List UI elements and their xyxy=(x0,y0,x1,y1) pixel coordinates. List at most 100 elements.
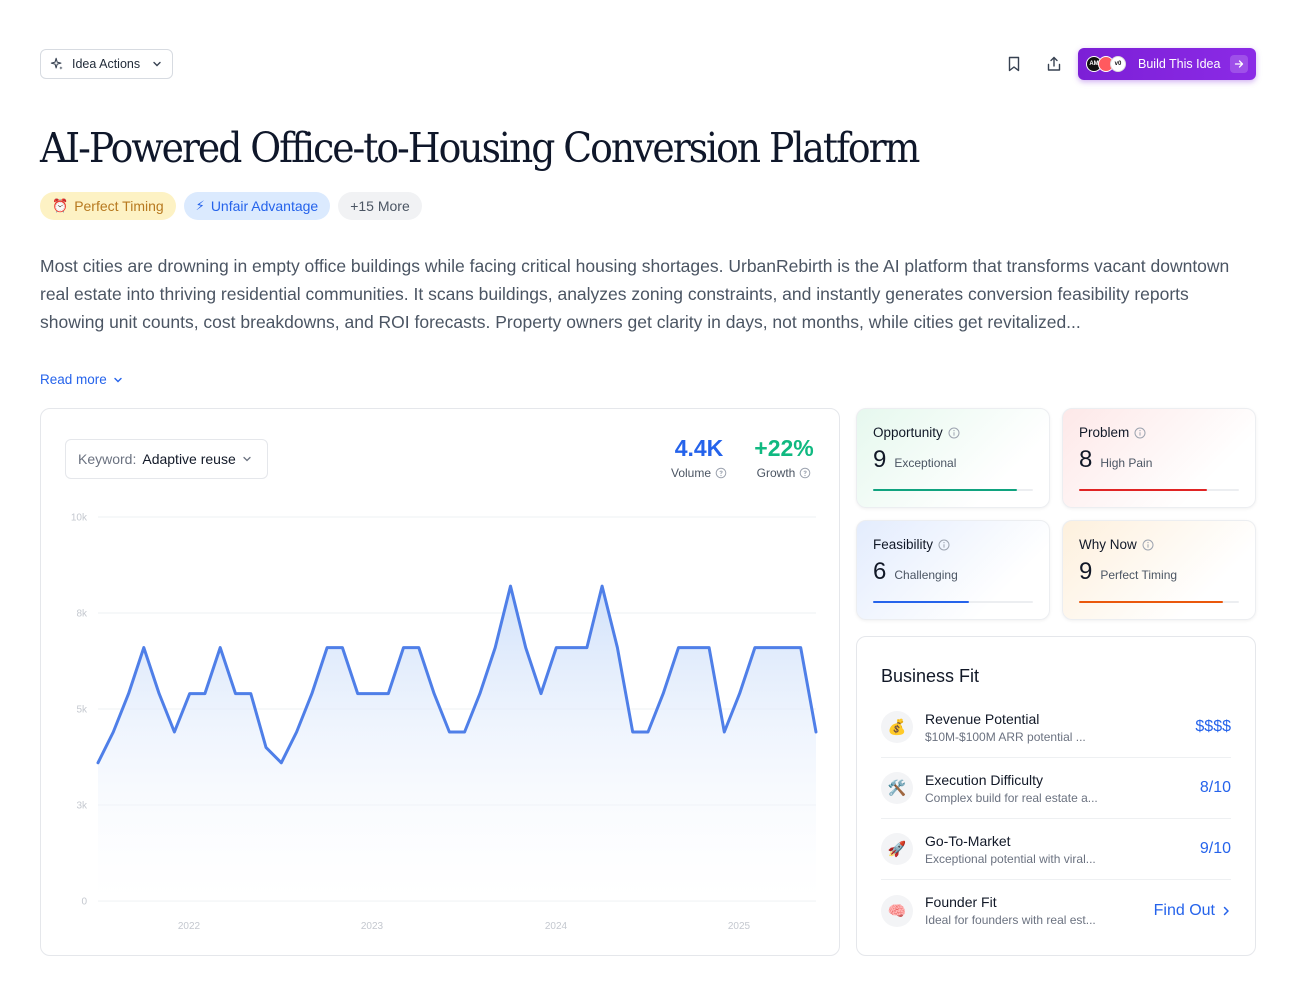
execution-value: 8/10 xyxy=(1199,779,1231,796)
y-tick-label: 3k xyxy=(76,801,88,812)
score-bar xyxy=(1079,601,1239,603)
info-icon[interactable] xyxy=(938,539,950,551)
info-icon[interactable] xyxy=(1142,539,1154,551)
tag-perfect-timing[interactable]: ⏰ Perfect Timing xyxy=(40,192,176,220)
chevron-down-icon xyxy=(114,377,122,382)
arrow-right-icon xyxy=(1230,55,1248,73)
find-out-label: Find Out xyxy=(1153,901,1215,919)
revenue-value: $$$$ xyxy=(1195,718,1231,735)
feasibility-score-card[interactable]: Feasibility 6 Challenging xyxy=(856,520,1050,620)
problem-score-card[interactable]: Problem 8 High Pain xyxy=(1062,408,1256,508)
keyword-label: Keyword: xyxy=(78,451,137,467)
x-tick-label: 2024 xyxy=(545,921,568,932)
info-icon[interactable] xyxy=(948,427,960,439)
idea-actions-dropdown[interactable]: Idea Actions xyxy=(40,49,173,79)
read-more-label: Read more xyxy=(40,372,107,387)
find-out-link[interactable]: Find Out xyxy=(1154,902,1231,920)
tag-more[interactable]: +15 More xyxy=(338,192,422,220)
rocket-icon: 🚀 xyxy=(881,833,913,865)
keyword-trend-card: Keyword: Adaptive reuse 4.4K Volume +22%… xyxy=(40,408,840,956)
chevron-down-icon xyxy=(153,61,161,67)
revenue-potential-row[interactable]: 💰 Revenue Potential $10M-$100M ARR potent… xyxy=(881,697,1231,758)
volume-label: Volume xyxy=(670,466,712,480)
x-tick-label: 2022 xyxy=(178,921,201,932)
business-fit-title: Business Fit xyxy=(881,666,980,686)
why-now-score-card[interactable]: Why Now 9 Perfect Timing xyxy=(1062,520,1256,620)
growth-stat: +22% Growth xyxy=(749,435,819,480)
gtm-value: 9/10 xyxy=(1199,840,1231,857)
x-tick-label: 2025 xyxy=(728,921,751,932)
y-tick-label: 8k xyxy=(76,609,88,620)
bookmark-icon xyxy=(1008,56,1020,72)
partner-logo: v0 xyxy=(1110,56,1126,72)
score-name: Problem xyxy=(1079,425,1130,440)
score-bar-fill xyxy=(1079,601,1223,603)
score-description: Challenging xyxy=(894,568,958,582)
info-icon[interactable] xyxy=(715,467,727,479)
row-subtitle: Exceptional potential with viral... xyxy=(925,851,1096,866)
money-bag-icon: 💰 xyxy=(881,711,913,743)
score-description: High Pain xyxy=(1100,456,1153,470)
build-label: Build This Idea xyxy=(1138,57,1221,71)
tools-icon: 🛠️ xyxy=(881,772,913,804)
read-more-link[interactable]: Read more xyxy=(40,372,123,387)
score-description: Perfect Timing xyxy=(1100,568,1178,582)
row-value: 8/10 xyxy=(1200,779,1231,797)
top-bar: Idea Actions AM v0 Build This Idea xyxy=(40,48,1256,80)
business-fit-card: Business Fit 💰 Revenue Potential $10M-$10… xyxy=(856,636,1256,956)
y-tick-label: 0 xyxy=(81,897,87,908)
y-tick-label: 10k xyxy=(71,513,88,524)
score-bar xyxy=(873,489,1033,491)
trend-chart: 0 3k 5k 8k 10k 2022 2023 2024 2025 xyxy=(71,513,818,932)
score-bar-fill xyxy=(873,489,1017,491)
row-title: Revenue Potential xyxy=(925,710,1040,727)
alarm-clock-icon: ⏰ xyxy=(52,198,69,213)
row-value: $$$$ xyxy=(1195,718,1231,736)
bookmark-button[interactable] xyxy=(1004,54,1024,74)
tag-unfair-advantage[interactable]: ⚡ Unfair Advantage xyxy=(183,192,331,220)
x-tick-label: 2023 xyxy=(361,921,384,932)
trend-line xyxy=(96,584,818,765)
row-subtitle: $10M-$100M ARR potential ... xyxy=(925,729,1086,744)
row-subtitle: Ideal for founders with real est... xyxy=(925,913,1096,927)
growth-value: +22% xyxy=(754,435,814,461)
tag-label: +15 More xyxy=(350,198,410,214)
opportunity-score-card[interactable]: Opportunity 9 Exceptional xyxy=(856,408,1050,508)
score-value: 6 xyxy=(873,558,887,585)
volume-value: 4.4K xyxy=(674,435,724,461)
execution-difficulty-row[interactable]: 🛠️ Execution Difficulty Complex build for… xyxy=(881,758,1231,819)
tag-list: ⏰ Perfect Timing ⚡ Unfair Advantage +15 … xyxy=(40,192,422,220)
row-value: 9/10 xyxy=(1200,840,1231,858)
brain-icon: 🧠 xyxy=(881,894,913,927)
score-name: Why Now xyxy=(1079,537,1137,552)
sparkle-icon xyxy=(50,57,63,70)
chevron-down-icon xyxy=(243,456,251,462)
volume-stat: 4.4K Volume xyxy=(669,435,729,480)
row-title: Go-To-Market xyxy=(925,832,1011,849)
chevron-right-icon xyxy=(1223,906,1229,915)
tag-label: Unfair Advantage xyxy=(210,198,319,214)
row-subtitle: Complex build for real estate a... xyxy=(925,790,1098,805)
idea-description: Most cities are drowning in empty office… xyxy=(40,256,1230,332)
founder-fit-row[interactable]: 🧠 Founder Fit Ideal for founders with rea… xyxy=(881,880,1231,941)
keyword-select[interactable]: Keyword: Adaptive reuse xyxy=(65,439,268,479)
score-name: Feasibility xyxy=(873,537,934,552)
score-bar-fill xyxy=(1079,489,1207,491)
lightning-icon: ⚡ xyxy=(195,198,205,213)
score-bar-fill xyxy=(873,601,969,603)
info-icon[interactable] xyxy=(799,467,811,479)
go-to-market-row[interactable]: 🚀 Go-To-Market Exceptional potential with… xyxy=(881,819,1231,880)
keyword-value: Adaptive reuse xyxy=(142,451,236,467)
share-button[interactable] xyxy=(1044,54,1064,74)
score-value: 9 xyxy=(873,446,887,473)
growth-label: Growth xyxy=(756,466,796,480)
page-title: AI-Powered Office-to-Housing Conversion … xyxy=(40,124,920,172)
build-this-idea-button[interactable]: AM v0 Build This Idea xyxy=(1078,48,1256,80)
partner-logos: AM v0 xyxy=(1086,56,1126,72)
tag-label: Perfect Timing xyxy=(74,198,164,214)
score-name: Opportunity xyxy=(873,425,943,440)
score-bar xyxy=(1079,489,1239,491)
score-bar xyxy=(873,601,1033,603)
row-title: Execution Difficulty xyxy=(925,771,1044,788)
info-icon[interactable] xyxy=(1134,427,1146,439)
